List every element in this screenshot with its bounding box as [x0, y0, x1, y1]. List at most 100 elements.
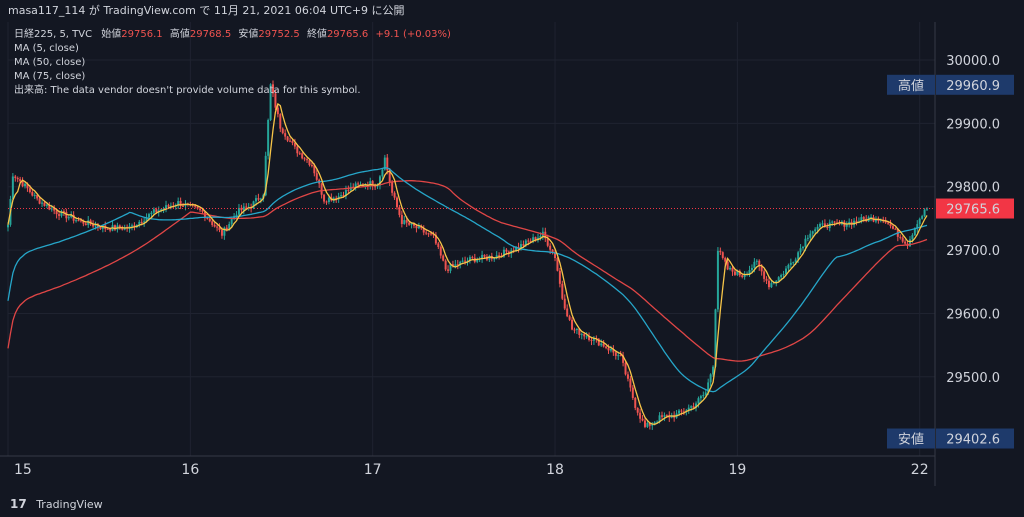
y-tick-label: 30000.0 — [946, 54, 1000, 69]
candle-body — [38, 198, 41, 204]
candle-body — [84, 223, 87, 225]
candle-body — [554, 252, 557, 259]
candle-body — [92, 224, 95, 227]
candle-body — [33, 194, 36, 196]
candle-body — [658, 415, 661, 422]
candle-body — [819, 223, 822, 227]
candle-body — [7, 224, 9, 228]
legend-ohlc: 日経225, 5, TVC 始値29756.1 高値29768.5 安値2975… — [14, 27, 451, 40]
candle-body — [634, 397, 637, 408]
y-tick-label: 29700.0 — [946, 244, 1000, 259]
candle-body — [357, 183, 360, 185]
candle-body — [493, 258, 496, 260]
candle-body — [347, 189, 350, 191]
axes: 30000.0 29900.0 29800.0 29700.0 29600.0 29500… — [0, 22, 1014, 486]
candle-body — [213, 224, 216, 227]
candle-body — [617, 355, 620, 357]
candle-body — [870, 217, 873, 219]
candle-body — [784, 268, 787, 275]
candle-body — [692, 406, 695, 408]
candle-body — [532, 237, 535, 242]
candle-body — [573, 329, 576, 331]
candle-body — [26, 183, 29, 189]
candle-body — [612, 349, 615, 353]
candle-body — [916, 224, 919, 229]
candle-body — [289, 140, 292, 142]
candle-body — [405, 220, 408, 223]
candle-body — [760, 266, 763, 272]
tradingview-logo-icon: 17 — [10, 497, 27, 511]
candle-body — [140, 221, 143, 223]
candle-body — [641, 418, 644, 421]
candle-body — [145, 217, 148, 222]
candle-body — [660, 415, 663, 417]
candle-body — [899, 236, 902, 238]
candle-body — [468, 257, 471, 261]
candle-body — [607, 347, 610, 351]
candle-body — [797, 252, 800, 260]
candle-body — [179, 201, 182, 206]
candle-body — [529, 241, 532, 243]
candle-body — [656, 421, 659, 423]
candle-body — [400, 214, 403, 224]
x-tick-label: 19 — [728, 462, 746, 478]
candle-body — [437, 243, 440, 247]
candle-body — [833, 221, 836, 223]
candle-body — [306, 159, 309, 161]
candle-body — [410, 223, 413, 225]
candle-body — [245, 206, 248, 208]
candle-body — [471, 257, 474, 259]
candle-body — [755, 260, 758, 262]
candle-body — [14, 176, 17, 179]
candle-body — [609, 349, 612, 351]
candle-body — [891, 226, 894, 229]
candle-body — [624, 362, 627, 375]
candles — [7, 80, 928, 430]
candle-body — [716, 250, 719, 310]
candle-body — [558, 270, 561, 284]
candle-body — [148, 214, 151, 218]
candle-body — [884, 221, 887, 223]
candle-body — [519, 244, 522, 249]
candle-body — [371, 181, 374, 187]
candle-body — [585, 336, 588, 338]
high-marker-value-badge — [936, 74, 1014, 95]
candle-body — [848, 221, 851, 225]
candle-body — [704, 392, 707, 396]
candle-body — [182, 205, 185, 207]
candle-body — [235, 214, 238, 217]
candle-body — [96, 225, 99, 228]
moving-averages — [7, 102, 928, 425]
candle-body — [697, 398, 700, 404]
candle-body — [597, 338, 600, 346]
candle-body — [862, 217, 865, 219]
candle-body — [926, 208, 928, 210]
candle-body — [223, 227, 226, 236]
candle-body — [695, 403, 698, 408]
candle-body — [75, 220, 78, 222]
candle-body — [398, 207, 401, 215]
candle-body — [575, 328, 578, 331]
candle-body — [439, 246, 442, 256]
ma5-line — [7, 102, 928, 425]
candle-body — [522, 244, 525, 246]
candle-body — [240, 207, 243, 211]
candle-body — [257, 198, 260, 200]
candle-body — [648, 422, 651, 426]
candle-body — [498, 255, 501, 257]
candle-body — [566, 308, 569, 317]
candle-body — [733, 271, 736, 275]
candle-body — [787, 264, 790, 269]
candle-body — [826, 226, 829, 228]
candle-body — [853, 220, 856, 225]
candle-body — [619, 355, 622, 357]
y-tick-label: 29600.0 — [946, 307, 1000, 322]
candle-body — [391, 182, 394, 193]
candle-body — [911, 235, 914, 240]
candle-body — [580, 334, 583, 336]
candle-body — [731, 267, 734, 272]
candle-body — [464, 260, 467, 262]
candle-body — [216, 226, 219, 228]
current-price-badge — [936, 198, 1014, 219]
